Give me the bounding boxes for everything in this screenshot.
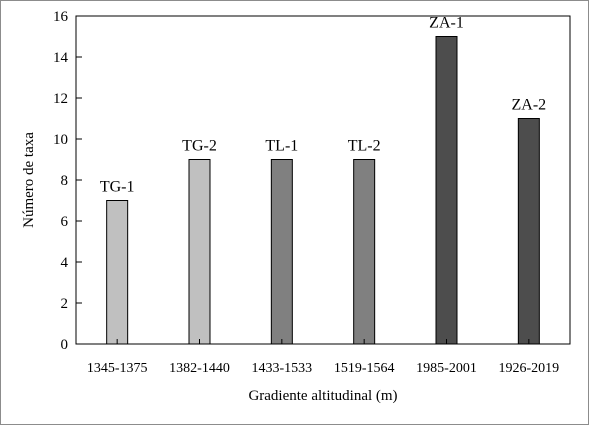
- x-tick-label: 1519-1564: [334, 361, 395, 376]
- bar-label: ZA-2: [512, 97, 547, 114]
- bar: [188, 159, 211, 345]
- y-tick-label: 8: [61, 173, 69, 189]
- bar-label: ZA-1: [429, 15, 464, 32]
- y-tick-label: 16: [53, 9, 69, 25]
- y-tick-label: 6: [61, 214, 69, 230]
- x-tick-label: 1985-2001: [416, 361, 477, 376]
- bar-label: TG-1: [100, 179, 135, 196]
- x-tick-label: 1433-1533: [251, 361, 312, 376]
- y-tick-label: 2: [61, 296, 69, 312]
- x-axis-label: Gradiente altitudinal (m): [248, 388, 397, 404]
- x-tick-label: 1926-2019: [498, 361, 559, 376]
- y-tick-label: 10: [53, 132, 68, 148]
- y-tick-label: 4: [61, 255, 69, 271]
- y-tick-label: 14: [53, 50, 69, 66]
- y-axis: 0 2 4 6 8 10 12 14 16: [53, 9, 82, 353]
- bar: [106, 200, 129, 345]
- bar-label: TL-1: [265, 138, 298, 155]
- x-tick-label: 1345-1375: [87, 361, 148, 376]
- bar: [435, 36, 458, 345]
- bars-layer: [106, 36, 540, 345]
- bar: [270, 159, 293, 345]
- y-tick-label: 12: [53, 91, 68, 107]
- bar: [353, 159, 376, 345]
- bar: [517, 118, 540, 345]
- plot-area-frame: [75, 15, 571, 345]
- bar-label: TL-2: [348, 138, 381, 155]
- bar-label: TG-2: [182, 138, 217, 155]
- y-axis-label: Número de taxa: [21, 132, 37, 228]
- x-tick-label: 1382-1440: [169, 361, 230, 376]
- x-axis: 1345-1375 1382-1440 1433-1533 1519-1564 1985…: [87, 339, 559, 376]
- y-tick-label: 0: [61, 337, 69, 353]
- bar-labels-layer: TG-1 TG-2 TL-1 TL-2 ZA-1 ZA-2: [100, 15, 546, 196]
